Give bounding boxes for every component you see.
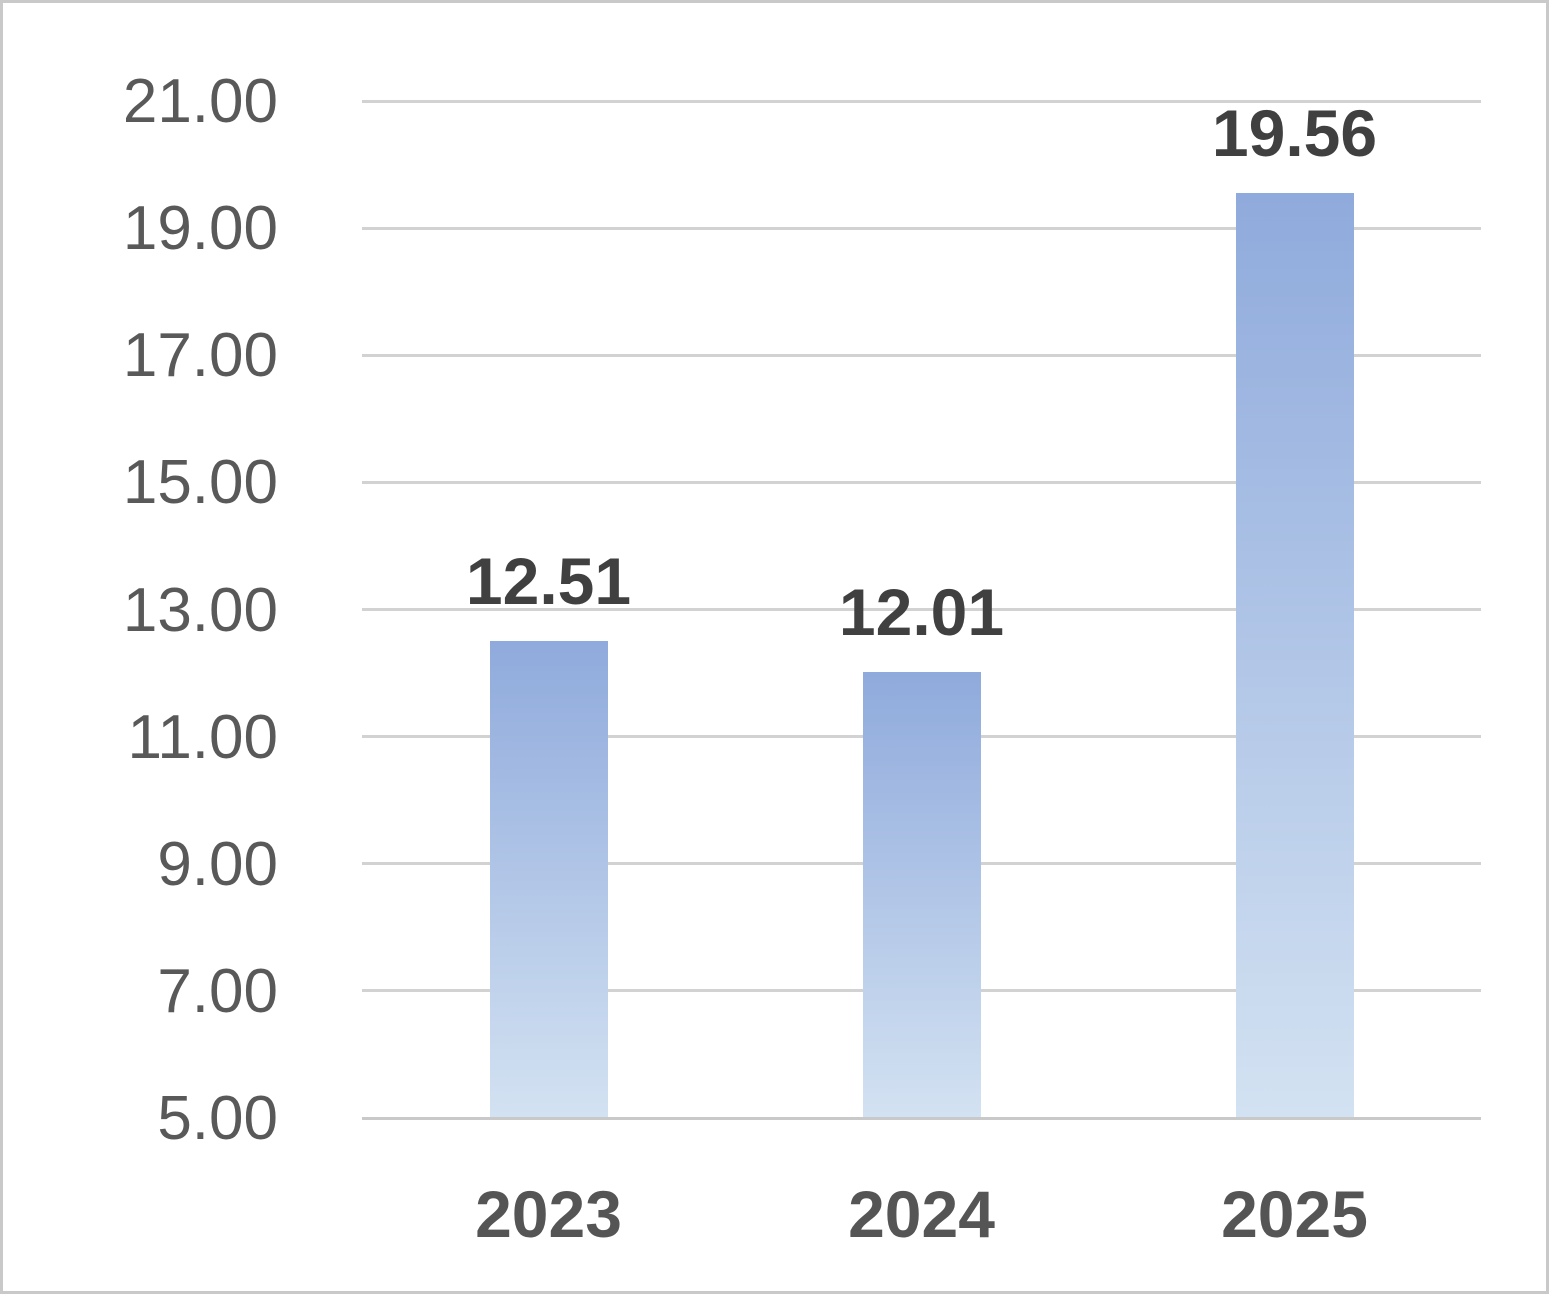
x-axis-category-label: 2025 bbox=[1221, 1177, 1368, 1251]
y-axis-tick-label: 5.00 bbox=[157, 1084, 278, 1153]
y-axis-tick-label: 13.00 bbox=[122, 575, 278, 645]
x-axis-category-label: 2023 bbox=[475, 1177, 622, 1251]
gridline bbox=[362, 226, 1481, 230]
gridline bbox=[362, 353, 1481, 357]
bar-2024 bbox=[862, 672, 981, 1117]
gridline bbox=[362, 480, 1481, 484]
gridline bbox=[362, 608, 1481, 611]
x-axis-category-label: 2024 bbox=[848, 1177, 995, 1251]
data-label: 12.01 bbox=[838, 575, 1005, 650]
data-label: 12.51 bbox=[465, 543, 632, 618]
bar-2025 bbox=[1235, 192, 1354, 1117]
gridline bbox=[362, 99, 1481, 103]
y-axis-tick-label: 19.00 bbox=[122, 194, 278, 264]
y-axis-tick-label: 7.00 bbox=[157, 956, 278, 1026]
y-axis-tick-label: 9.00 bbox=[157, 829, 278, 899]
y-axis-tick-label: 17.00 bbox=[122, 321, 278, 391]
y-axis-tick-label: 15.00 bbox=[122, 448, 278, 518]
data-label: 19.56 bbox=[1211, 95, 1378, 170]
bar-2023 bbox=[489, 640, 608, 1117]
y-axis-tick-label: 11.00 bbox=[127, 702, 278, 772]
x-axis-line bbox=[362, 1116, 1481, 1120]
y-axis-tick-label: 21.00 bbox=[122, 67, 278, 136]
